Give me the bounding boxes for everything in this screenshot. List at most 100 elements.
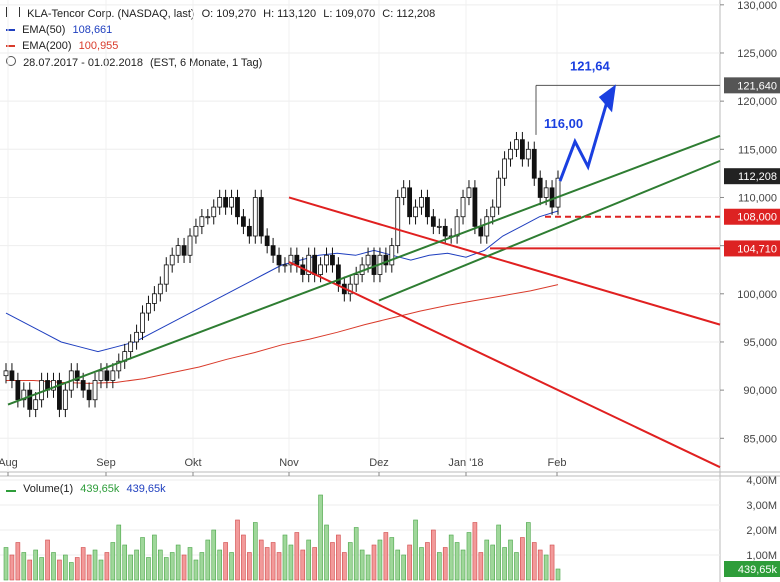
candle-body bbox=[383, 254, 389, 266]
volume-value-2: 439,65k bbox=[126, 483, 166, 495]
candle-body bbox=[80, 380, 86, 391]
candle-body bbox=[318, 264, 323, 275]
volume-bar bbox=[264, 547, 270, 581]
candle-body bbox=[146, 303, 151, 314]
candle-body bbox=[217, 197, 223, 208]
ema200-line bbox=[6, 284, 559, 384]
candle-body bbox=[3, 370, 9, 377]
candle-body bbox=[413, 206, 418, 218]
trend-line bbox=[7, 134, 721, 406]
volume-bar bbox=[235, 519, 240, 581]
volume-bar bbox=[543, 554, 549, 581]
volume-bar bbox=[359, 549, 365, 581]
candle-body bbox=[353, 274, 359, 285]
volume-bar bbox=[549, 544, 555, 581]
price-tag-label: 108,000 bbox=[737, 212, 777, 224]
volume-bar bbox=[324, 524, 329, 581]
price-tick-label: 130,000 bbox=[737, 0, 777, 12]
candle-body bbox=[347, 283, 353, 295]
volume-bar bbox=[448, 534, 454, 581]
volume-bar bbox=[39, 557, 44, 581]
volume-bar bbox=[472, 522, 478, 581]
candle-body bbox=[181, 245, 187, 256]
volume-value-1: 439,65k bbox=[80, 483, 120, 495]
ema50-label: EMA(50) bbox=[22, 24, 66, 36]
volume-bar bbox=[425, 542, 430, 581]
candle-body bbox=[312, 254, 318, 275]
candle-body bbox=[484, 216, 490, 237]
header-line-ema50: EMA(50) 108,661 bbox=[6, 24, 116, 36]
volume-bar bbox=[436, 552, 442, 581]
high-value: H: 113,120 bbox=[263, 8, 317, 20]
candle-body bbox=[389, 245, 395, 266]
price-tag bbox=[724, 77, 780, 94]
price-tag-label: 112,208 bbox=[738, 171, 777, 183]
candle-body bbox=[187, 235, 193, 256]
candle-body bbox=[92, 380, 98, 401]
volume-bar bbox=[454, 542, 460, 581]
volume-bar bbox=[347, 542, 353, 581]
candle-body bbox=[134, 331, 139, 343]
candle-body bbox=[241, 216, 246, 227]
candle-body bbox=[74, 370, 80, 381]
volume-bar bbox=[312, 547, 317, 581]
candle-body bbox=[151, 293, 157, 304]
volume-bar bbox=[383, 532, 389, 581]
volume-bar bbox=[460, 549, 466, 581]
volume-bar bbox=[389, 537, 395, 581]
volume-bar bbox=[57, 559, 62, 581]
candle-body bbox=[555, 177, 561, 208]
price-tag-label: 104,710 bbox=[737, 243, 777, 255]
candle-body bbox=[33, 399, 39, 410]
price-tick-label: 95,000 bbox=[743, 337, 777, 349]
volume-bar bbox=[407, 544, 412, 581]
candle-body bbox=[282, 264, 288, 267]
candle-body bbox=[466, 187, 472, 198]
candle-body bbox=[395, 197, 401, 247]
candle-body bbox=[104, 370, 110, 381]
ema50-swatch bbox=[6, 29, 15, 32]
projection-arrow-head bbox=[598, 84, 616, 113]
volume-bar bbox=[217, 549, 222, 581]
clock-icon bbox=[6, 56, 16, 66]
volume-bar bbox=[122, 544, 128, 581]
header-line-range: 28.07.2017 - 01.02.2018 (EST, 6 Monate, … bbox=[6, 56, 266, 69]
candle-body bbox=[549, 187, 555, 208]
volume-bar bbox=[276, 552, 282, 581]
candle-body bbox=[9, 370, 15, 381]
candle-body bbox=[140, 312, 145, 333]
candle-body bbox=[270, 245, 276, 256]
volume-bar bbox=[63, 554, 68, 581]
candle-body bbox=[169, 254, 175, 266]
price-tick-label: 120,000 bbox=[737, 96, 777, 108]
candle-body bbox=[235, 197, 240, 218]
candle-body bbox=[21, 389, 27, 401]
x-tick-label: Feb bbox=[548, 457, 567, 469]
price-tick-label: 90,000 bbox=[743, 385, 777, 397]
trend-line bbox=[378, 159, 721, 302]
volume-bar bbox=[9, 554, 15, 581]
x-tick-label: Aug bbox=[0, 457, 18, 469]
candle-body bbox=[199, 216, 205, 227]
volume-bar bbox=[336, 534, 341, 581]
candle-body bbox=[294, 254, 300, 266]
candle-body bbox=[157, 283, 163, 295]
volume-bar bbox=[282, 534, 288, 581]
volume-bar bbox=[134, 549, 139, 581]
volume-bar bbox=[146, 557, 151, 581]
volume-icon bbox=[6, 482, 16, 492]
volume-bar bbox=[442, 547, 448, 581]
candle-body bbox=[252, 197, 258, 237]
open-value: O: 109,270 bbox=[201, 8, 257, 20]
candle-body bbox=[519, 139, 525, 160]
volume-bar bbox=[163, 557, 169, 581]
date-range: 28.07.2017 - 01.02.2018 bbox=[23, 57, 143, 69]
volume-label: Volume(1) bbox=[23, 483, 74, 495]
volume-tick-label: 1,00M bbox=[746, 550, 777, 562]
candle-body bbox=[531, 148, 537, 179]
price-tick-label: 110,000 bbox=[738, 192, 777, 204]
volume-bar bbox=[401, 554, 406, 581]
volume-tick-label: 2,00M bbox=[746, 525, 777, 537]
candle-body bbox=[128, 341, 134, 352]
